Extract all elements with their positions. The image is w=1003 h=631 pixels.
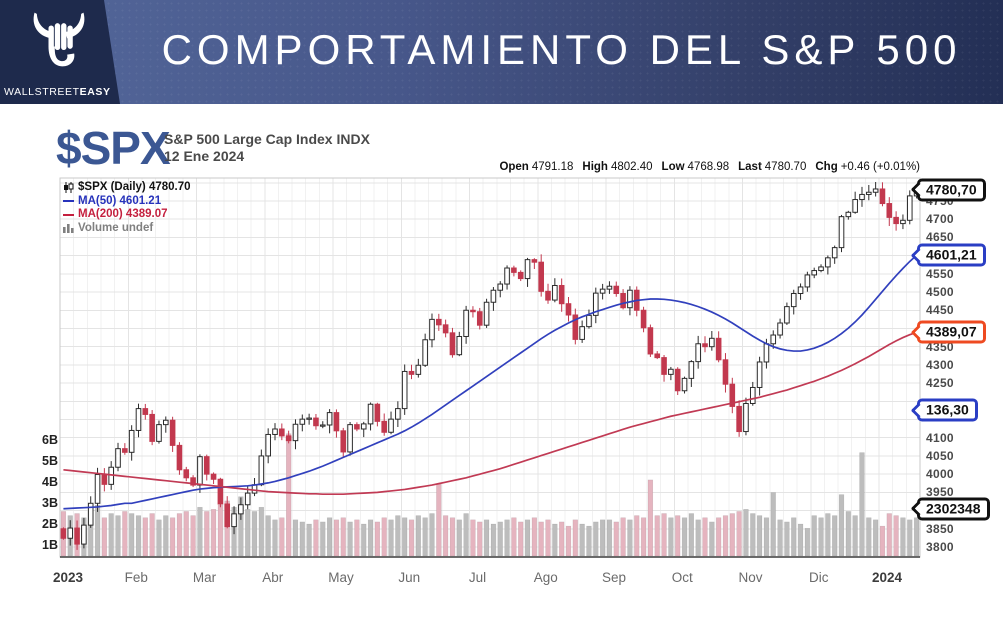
symbol-ticker: $SPX [56,122,171,174]
ohlc-value: 4802.40 [610,161,653,173]
price-axis-tick: 4650 [926,230,954,245]
price-callout: 4601,21 [917,243,986,267]
volume-bars [60,433,920,557]
ohlc-label: Open [499,161,529,173]
legend-spx-label: $SPX (Daily) 4780.70 [78,181,191,193]
price-axis-tick: 4050 [926,448,954,463]
price-callout: 4780,70 [917,178,986,202]
price-callout: 2302348 [917,497,990,521]
price-axis-tick: 3850 [926,521,954,536]
price-axis-tick: 4300 [926,357,954,372]
chart-legend: $SPX (Daily) 4780.70 MA(50) 4601.21 MA(2… [63,181,191,235]
ohlc-value: +0.46 (+0.01%) [840,161,920,173]
price-axis-tick: 4500 [926,285,954,300]
volume-bars-icon [63,224,74,234]
brand-name: WALLSTREETEASY [4,86,110,98]
legend-ma200-label: MA(200) 4389.07 [78,208,168,220]
date-axis-label: 2024 [872,570,903,585]
banner-texture [0,0,1003,104]
ohlc-label: High [582,161,608,173]
candlesticks [60,181,920,550]
legend-ma200: MA(200) 4389.07 [63,208,191,222]
price-axis-tick: 4700 [926,212,954,227]
price-axis-tick: 4450 [926,303,954,318]
date-axis-label: 2023 [52,570,84,585]
price-callout: 136,30 [917,398,978,422]
ma50-line-swatch [63,200,74,203]
brand-name-regular: WALLSTREET [4,86,80,98]
symbol-name: S&P 500 Large Cap Index INDX [164,131,370,147]
page-title: COMPORTAMIENTO DEL S&P 500 [161,26,962,73]
volume-axis-tick: 1B [42,538,58,552]
price-axis-tick: 4250 [926,376,954,391]
date-axis-label: Feb [124,570,148,585]
ma200-line [63,331,917,496]
price-axis-tick: 3800 [926,539,954,554]
grid-lines [60,178,920,557]
date-axis-label: Jul [468,570,487,585]
plot-border [59,177,921,558]
volume-axis-tick: 5B [42,454,58,468]
date-axis-label: Nov [738,570,763,585]
brand-name-bold: EASY [79,86,111,98]
legend-volume: Volume undef [63,222,191,236]
chart-date: 12 Ene 2024 [164,148,245,164]
volume-axis-tick: 6B [42,433,58,447]
date-axis-label: Abr [262,570,284,585]
volume-axis-tick: 3B [42,496,58,510]
ohlc-value: 4780.70 [764,161,807,173]
date-axis-label: Oct [671,570,693,585]
date-axis-label: May [328,570,354,585]
price-axis-tick: 4100 [926,430,954,445]
price-axis-tick: 4000 [926,467,954,482]
ohlc-value: 4768.98 [687,161,730,173]
date-axis-label: Ago [533,570,558,585]
ohlc-info-bar: Open 4791.18 High 4802.40 Low 4768.98 Last 4780… [490,161,920,173]
legend-spx: $SPX (Daily) 4780.70 [63,181,191,195]
ma200-line-swatch [63,213,74,216]
ohlc-label: Low [661,161,685,173]
ohlc-label: Last [738,161,762,173]
price-axis-tick: 4550 [926,266,954,281]
ma50-line [63,254,918,510]
legend-ma50-label: MA(50) 4601.21 [78,194,162,207]
price-axis-tick: 3950 [926,485,954,500]
date-axis-label: Dic [809,570,829,585]
ohlc-value: 4791.18 [531,161,574,173]
legend-volume-label: Volume undef [78,221,154,234]
volume-axis-tick: 4B [42,475,58,489]
date-axis-label: Mar [192,570,217,585]
header-banner: COMPORTAMIENTO DEL S&P 500 WALLSTREETEAS… [0,0,1003,104]
date-axis-label: Jun [398,570,421,585]
brand-logo-block: WALLSTREETEASY [0,0,120,104]
legend-ma50: MA(50) 4601.21 [63,195,191,209]
volume-axis-tick: 2B [42,517,58,531]
candlestick-icon [64,182,74,194]
date-axis-label: Sep [602,570,627,585]
price-callout: 4389,07 [917,320,986,344]
ohlc-label: Chg [815,161,838,173]
bull-logo-icon [33,12,85,67]
